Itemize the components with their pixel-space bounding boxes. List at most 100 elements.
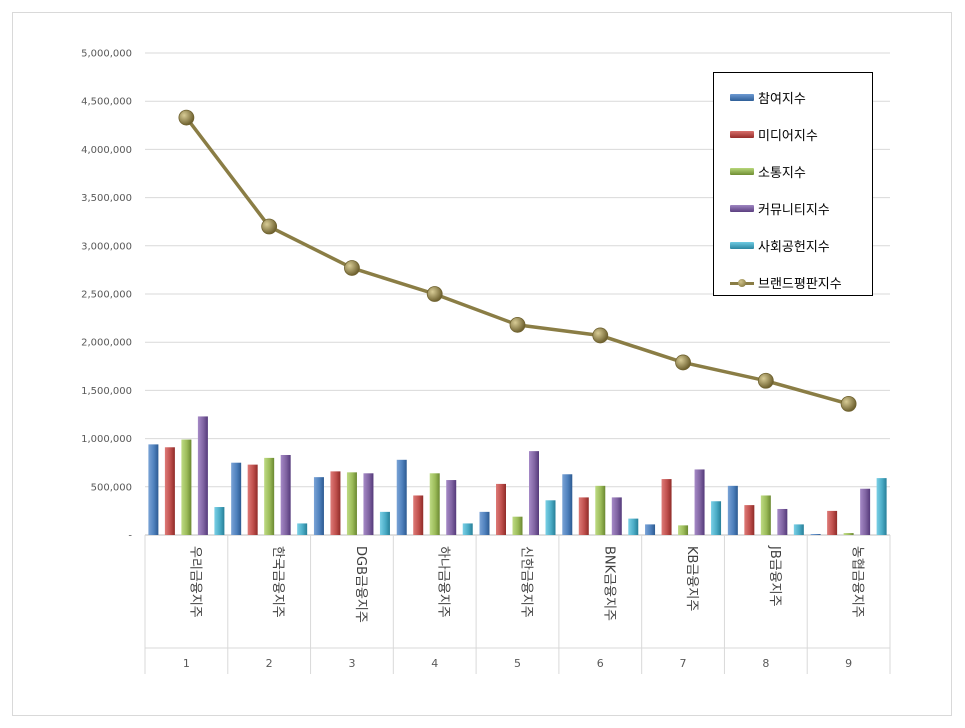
bar bbox=[611, 497, 622, 535]
bar bbox=[231, 462, 242, 535]
legend-label-media: 미디어지수 bbox=[758, 129, 818, 144]
y-tick-label: 4,000,000 bbox=[81, 145, 132, 156]
line-point bbox=[261, 218, 278, 235]
line-point bbox=[344, 260, 360, 276]
rank-label: 7 bbox=[680, 657, 687, 670]
bar bbox=[562, 474, 573, 535]
legend-label-communication: 소통지수 bbox=[758, 166, 806, 181]
bar bbox=[694, 469, 705, 535]
rank-label: 4 bbox=[431, 657, 438, 670]
bar bbox=[280, 454, 291, 535]
bar bbox=[148, 444, 159, 535]
bar bbox=[264, 457, 275, 535]
y-tick-label: 5,000,000 bbox=[81, 49, 132, 60]
bar bbox=[678, 525, 689, 535]
line-point bbox=[675, 354, 691, 371]
line-point bbox=[426, 286, 443, 302]
bar bbox=[346, 472, 357, 535]
category-label: BNK금융지주 bbox=[601, 546, 616, 621]
bar bbox=[462, 523, 473, 535]
line-point bbox=[757, 372, 774, 389]
category-label: 한국금융지주 bbox=[270, 546, 285, 618]
legend-item-brand-reputation: 브랜드평판지수 bbox=[714, 264, 872, 301]
bar bbox=[181, 439, 192, 535]
bar bbox=[827, 510, 838, 535]
bar bbox=[793, 524, 804, 535]
y-tick-label: 3,500,000 bbox=[81, 193, 132, 204]
legend-swatch-community bbox=[730, 205, 754, 212]
bar bbox=[810, 534, 821, 535]
rank-label: 6 bbox=[597, 657, 604, 670]
bars bbox=[148, 416, 887, 535]
legend-swatch-participation bbox=[730, 94, 754, 101]
bar bbox=[479, 511, 490, 535]
y-tick-label: 500,000 bbox=[91, 482, 132, 493]
bar bbox=[330, 471, 341, 535]
legend-item-participation: 참여지수 bbox=[714, 79, 872, 116]
bar bbox=[496, 483, 506, 535]
category-label: 농협금융지주 bbox=[850, 546, 865, 618]
rank-label: 2 bbox=[266, 657, 273, 670]
bar bbox=[297, 523, 308, 535]
legend-swatch-social-contribution bbox=[730, 242, 754, 249]
category-label: 신한금융지주 bbox=[519, 546, 534, 618]
bar bbox=[744, 505, 755, 535]
y-tick-label: 4,500,000 bbox=[81, 97, 132, 108]
y-tick-label: 3,000,000 bbox=[81, 241, 132, 252]
bar bbox=[727, 485, 738, 535]
bar bbox=[413, 495, 424, 535]
bar bbox=[429, 473, 440, 535]
bar bbox=[595, 485, 606, 535]
legend-line-marker bbox=[730, 278, 754, 288]
line-point bbox=[840, 395, 857, 412]
bar bbox=[777, 508, 788, 535]
legend-item-communication: 소통지수 bbox=[714, 153, 872, 190]
bar bbox=[645, 524, 656, 535]
rank-label: 5 bbox=[514, 657, 521, 670]
bar bbox=[512, 516, 523, 535]
rank-label: 3 bbox=[348, 657, 355, 670]
bar bbox=[313, 477, 324, 535]
legend: 참여지수 미디어지수 소통지수 커뮤니티지수 사회공헌지수 브랜드평판지수 bbox=[713, 72, 873, 296]
category-label: 하나금융지주 bbox=[436, 546, 451, 618]
y-axis: - 500,000 1,000,000 1,500,000 2,000,000 2,500… bbox=[81, 49, 132, 542]
bar bbox=[545, 500, 556, 535]
category-label: 우리금융지주 bbox=[187, 546, 202, 618]
bar bbox=[661, 479, 672, 535]
bar bbox=[876, 478, 887, 535]
category-label: KB금융지주 bbox=[684, 546, 699, 611]
y-tick-label: 1,500,000 bbox=[81, 386, 132, 397]
bar bbox=[379, 511, 390, 535]
brand-reputation-line bbox=[178, 109, 857, 412]
legend-label-community: 커뮤니티지수 bbox=[758, 203, 830, 218]
bar bbox=[760, 495, 771, 535]
y-tick-label: 2,500,000 bbox=[81, 290, 132, 301]
rank-label: 8 bbox=[762, 657, 769, 670]
bar bbox=[197, 416, 208, 535]
rank-label: 1 bbox=[183, 657, 190, 670]
bar bbox=[843, 533, 854, 535]
x-axis: 우리금융지주 1 한국금융지주 2 DGB금융지주 3 하나금융지주 4 신한금융지주 5 BNK금… bbox=[144, 534, 891, 674]
bar bbox=[628, 518, 639, 535]
line-point bbox=[509, 316, 526, 333]
bar bbox=[363, 473, 374, 535]
legend-item-media: 미디어지수 bbox=[714, 116, 872, 153]
legend-label-brand-reputation: 브랜드평판지수 bbox=[758, 277, 842, 292]
line-point bbox=[178, 109, 195, 126]
bar bbox=[529, 451, 539, 535]
legend-item-social-contribution: 사회공헌지수 bbox=[714, 227, 872, 264]
legend-swatch-communication bbox=[730, 168, 754, 175]
category-label: JB금융지주 bbox=[767, 545, 782, 607]
legend-label-participation: 참여지수 bbox=[758, 92, 806, 107]
bar bbox=[446, 480, 457, 535]
rank-label: 9 bbox=[845, 657, 852, 670]
bar bbox=[578, 497, 589, 535]
bar bbox=[214, 507, 225, 535]
y-tick-label: 2,000,000 bbox=[81, 338, 132, 349]
bar bbox=[396, 459, 407, 535]
legend-item-community: 커뮤니티지수 bbox=[714, 190, 872, 227]
y-tick-label: - bbox=[128, 531, 132, 542]
legend-swatch-media bbox=[730, 131, 754, 138]
bar bbox=[164, 447, 175, 535]
bar bbox=[860, 488, 871, 535]
